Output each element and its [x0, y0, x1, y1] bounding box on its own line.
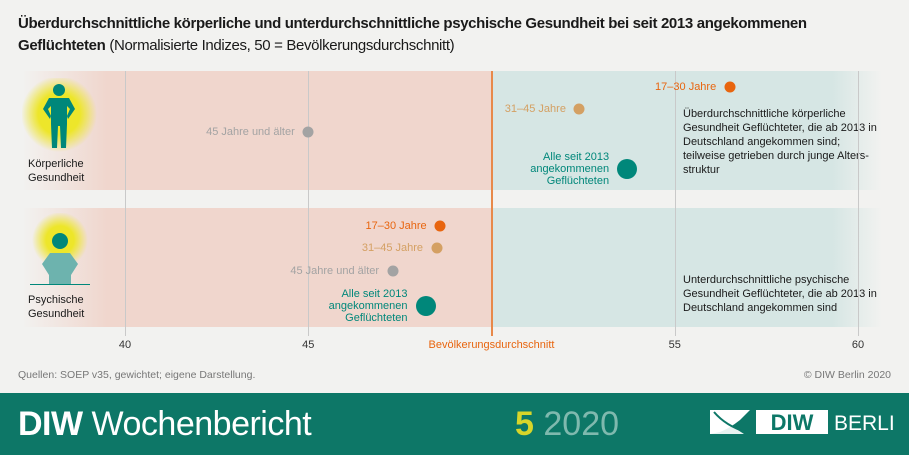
point-label: 31–45 Jahre	[361, 242, 424, 254]
point-label: 17–30 Jahre	[655, 81, 717, 93]
issue-number: 5 2020	[515, 405, 619, 444]
note-physical: Überdurchschnittliche körperliche Gesund…	[683, 108, 877, 176]
dot-age-group	[431, 242, 443, 254]
dot-age-group	[724, 81, 736, 93]
svg-text:BERLIN: BERLIN	[834, 412, 895, 434]
publication-name: DIW Wochenbericht	[18, 405, 312, 444]
gridline	[858, 71, 859, 336]
dot-age-group	[302, 126, 314, 138]
point-label: Alle seit 2013 angekommenen Geflüchteten	[328, 288, 408, 324]
point-label: 31–45 Jahre	[504, 103, 566, 115]
title-bold: Überdurchschnittliche körperliche und un…	[18, 15, 807, 54]
reference-label: Bevölkerungsdurchschnitt	[428, 339, 555, 351]
chart-title: Überdurchschnittliche körperliche und un…	[18, 13, 898, 57]
dot-age-group	[434, 220, 446, 232]
dot-all-refugees	[617, 159, 638, 179]
copyright: © DIW Berlin 2020	[803, 369, 891, 381]
gridline	[308, 71, 310, 336]
point-label: 17–30 Jahre	[365, 220, 427, 232]
brand-text: Wochenbericht	[91, 405, 312, 443]
point-label: Alle seit 2013 angekommenen Geflüchteten	[530, 151, 610, 187]
year: 2020	[543, 405, 620, 443]
x-tick-label: 55	[668, 339, 681, 351]
row-label-mental: Psychische Gesundheit	[28, 294, 85, 320]
row-label-physical: Körperliche Gesundheit	[28, 158, 85, 184]
point-label: 45 Jahre und älter	[290, 265, 380, 277]
physical-health-icon	[22, 78, 97, 152]
dot-all-refugees	[415, 296, 436, 316]
gridline	[125, 71, 126, 336]
dot-age-group	[387, 265, 399, 277]
footer-banner: DIW Wochenbericht 5 2020 DIW BERLIN	[0, 393, 909, 455]
brand-bold: DIW	[18, 405, 83, 443]
x-tick-label: 60	[851, 339, 865, 351]
mental-health-icon	[30, 213, 90, 285]
band-below-average	[107, 71, 492, 190]
band-above-average	[492, 208, 832, 327]
source-note: Quellen: SOEP v35, gewichtet; eigene Dar…	[18, 369, 256, 381]
gridline	[674, 71, 676, 336]
dot-age-group	[573, 103, 585, 115]
x-tick-label: 45	[302, 339, 315, 351]
band-fade	[832, 71, 882, 190]
reference-line	[490, 71, 493, 336]
band-above-average	[492, 71, 832, 190]
x-tick-label: 40	[118, 339, 132, 351]
issue: 5	[515, 405, 534, 443]
note-mental: Unterdurchschnittliche psychische Gesund…	[683, 274, 877, 314]
band-fade	[832, 208, 882, 327]
diw-berlin-logo: DIW BERLIN	[710, 410, 895, 434]
svg-text:DIW: DIW	[771, 410, 814, 434]
point-label: 45 Jahre und älter	[206, 126, 295, 138]
title-subtitle: (Normalisierte Indizes, 50 = Bevölkerung…	[109, 37, 455, 54]
